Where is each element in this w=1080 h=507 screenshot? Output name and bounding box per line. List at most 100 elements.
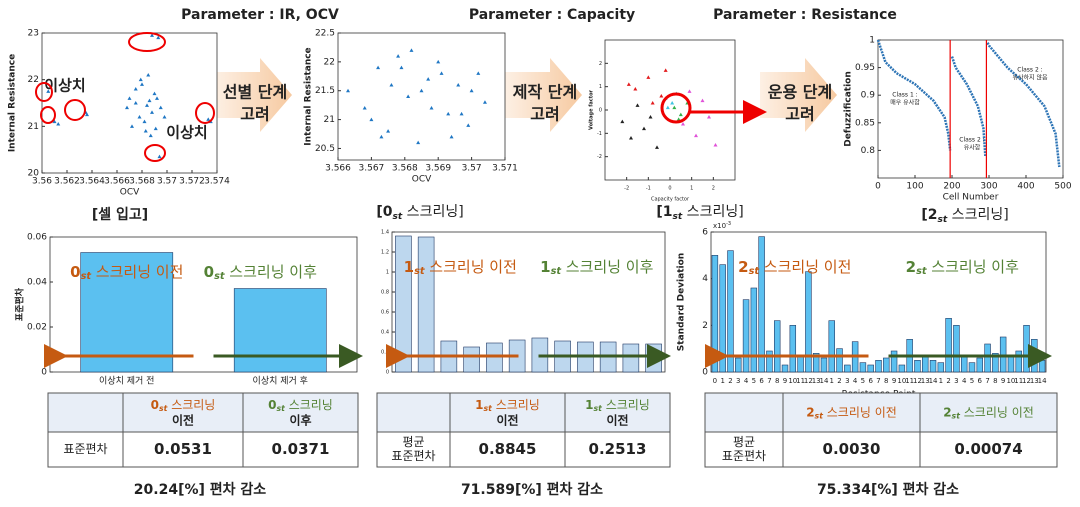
rich-label: [1st 스크리닝]	[656, 204, 743, 222]
x-tick-label: 500	[1054, 182, 1071, 192]
table-header-bg	[48, 393, 358, 432]
bar	[417, 236, 435, 373]
label-part: 스크리닝	[602, 398, 650, 412]
bar	[1007, 355, 1015, 373]
y-tick-label: 22.5	[315, 29, 335, 39]
x-tick-label: 11	[905, 377, 914, 385]
x-tick-label: 12	[913, 377, 922, 385]
label-part: st	[952, 412, 961, 421]
point	[659, 94, 664, 98]
point	[406, 94, 411, 98]
step-label: 제작 단계	[513, 83, 577, 102]
y-tick-label: 22	[28, 75, 39, 85]
x-tick-label: 3.57	[462, 164, 482, 174]
point	[449, 134, 454, 139]
x-tick-label: 6	[759, 377, 764, 385]
point	[456, 82, 461, 87]
point	[459, 111, 464, 116]
y-tick-label: 1.4	[381, 230, 389, 236]
bar	[781, 364, 789, 373]
point	[127, 96, 132, 100]
x-tick-label: 7	[767, 377, 771, 385]
table-header-bg	[705, 393, 1057, 432]
point	[146, 73, 151, 77]
label-part: 2	[806, 405, 814, 419]
bar	[922, 355, 929, 373]
y-tick-label: 0	[599, 108, 602, 114]
label-part: 스크리닝 이후	[225, 263, 318, 281]
y-tick-label: 0.6	[381, 310, 389, 316]
x-tick-label: 3	[736, 377, 740, 385]
outlier-ring	[144, 144, 166, 162]
point	[143, 129, 148, 133]
bar	[1038, 360, 1046, 373]
y-tick-label: 2	[702, 321, 708, 331]
y-tick-label: 21	[28, 122, 39, 132]
x-tick-label: 12	[804, 377, 813, 385]
bar	[645, 343, 662, 373]
plot-frame	[337, 32, 506, 161]
y-tick-label: 0	[702, 368, 708, 378]
bar	[812, 353, 820, 373]
label-part: st	[81, 271, 92, 282]
x-tick-label: 3	[954, 377, 958, 385]
class-label: Class 2 :	[1017, 67, 1042, 74]
x-tick-label: 12	[1022, 377, 1031, 385]
label-part: 1	[404, 258, 414, 276]
y-tick-label: 1	[386, 270, 389, 276]
row-label: 평균	[402, 435, 424, 449]
y-tick-label: 1	[599, 84, 602, 90]
table-frame	[704, 392, 1058, 468]
point	[419, 88, 424, 93]
label-part: st	[937, 215, 947, 225]
x-tick-label: 3.562	[54, 177, 80, 187]
row-label: 표준편차	[722, 449, 766, 463]
y-tick-label: -2	[597, 154, 602, 160]
label-part: 스크리닝]	[682, 204, 743, 220]
label-part: 2	[738, 258, 748, 276]
point	[206, 117, 211, 121]
label-part: 0	[70, 263, 80, 281]
table-header: 이전	[606, 413, 628, 428]
y-tick-label: 23	[28, 29, 39, 39]
label-part: st	[159, 404, 168, 413]
label-part: 0	[268, 398, 276, 412]
x-tick-label: 3.57	[157, 177, 177, 187]
point	[672, 105, 677, 110]
y-tick-label: 1	[869, 36, 875, 46]
table-header: 이전	[172, 413, 194, 428]
point	[369, 117, 374, 122]
label-part: 2	[906, 258, 916, 276]
outlier-ring	[35, 82, 53, 102]
rich-label: 0st 스크리닝 이전	[70, 263, 183, 283]
point	[707, 115, 711, 119]
y-tick-label: 20	[28, 169, 40, 179]
point	[446, 111, 451, 116]
y-axis-label: 표준편차	[14, 287, 26, 321]
label-part: 1	[540, 258, 550, 276]
rich-label: 1st 스크리닝	[585, 398, 650, 414]
step-label: 운용 단계	[768, 83, 832, 102]
plot-frame	[604, 39, 736, 181]
label-part: 0	[204, 263, 214, 281]
bar	[463, 346, 480, 373]
y-axis-label: Standard Deviation	[677, 253, 687, 351]
x-tick-label: 이상치 제거 후	[253, 375, 308, 387]
label-part: [0	[376, 204, 392, 220]
y-tick-label: 0.8	[861, 146, 876, 156]
label-part: x10	[713, 222, 726, 230]
y-multiplier: x10-3	[713, 221, 731, 231]
x-tick-label: 3.566	[104, 177, 130, 187]
section-header: Parameter : Capacity	[469, 7, 635, 23]
rich-label: 2st 스크리닝 이후	[906, 258, 1019, 278]
rich-label: 1st 스크리닝 이후	[540, 258, 653, 278]
x-tick-label: 3.572	[179, 177, 205, 187]
rich-label: [0st 스크리닝]	[376, 204, 463, 222]
x-tick-label: 3.568	[129, 177, 155, 187]
x-tick-label: 8	[775, 377, 779, 385]
bar	[984, 343, 991, 373]
point	[476, 71, 481, 75]
label-part: 스크리닝 이전	[823, 405, 897, 419]
bar	[859, 362, 867, 373]
point	[125, 105, 129, 110]
